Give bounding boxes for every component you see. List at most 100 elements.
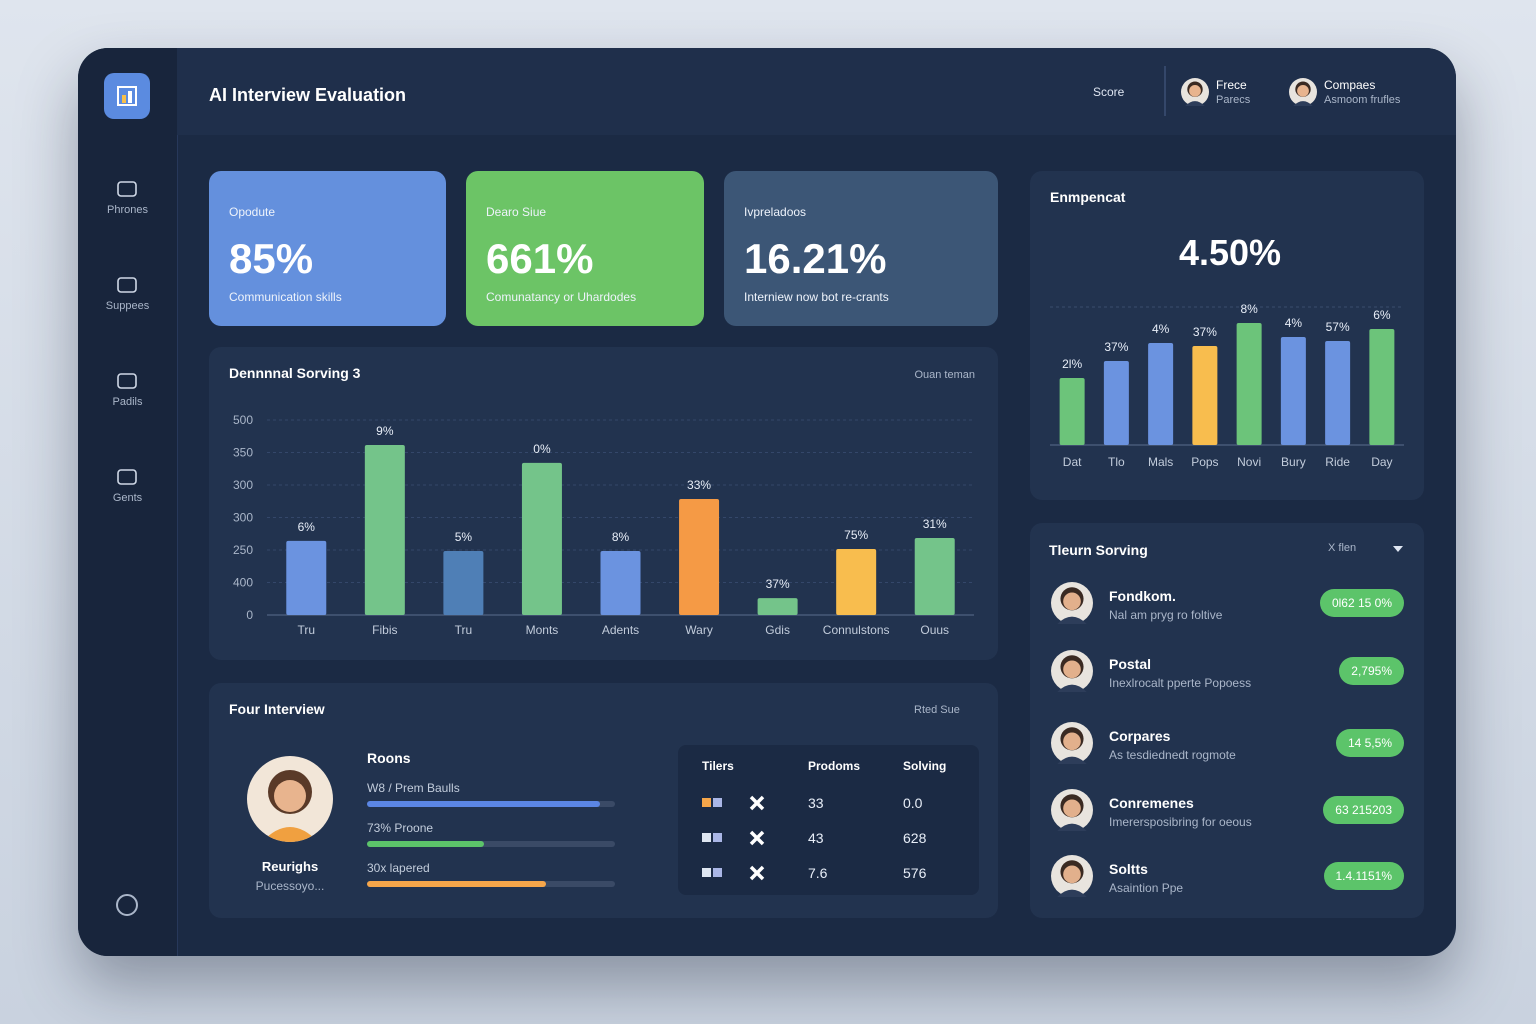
bar-label: 4% [1285, 316, 1303, 330]
skill-label: 73% Proone [367, 821, 434, 835]
x-tick-label: Pops [1191, 455, 1218, 469]
kpi-card: Dearo Siue 661% Comunatancy or Uhardodes [466, 171, 704, 326]
bar [1192, 346, 1218, 445]
x-tick-label: Mals [1148, 455, 1173, 469]
y-tick-label: 0 [246, 608, 253, 622]
settings-icon[interactable] [112, 890, 142, 920]
kpi-value: 85% [229, 235, 314, 282]
card-title: Four Interview [229, 701, 325, 717]
bar-label: 6% [1373, 308, 1391, 322]
bar [364, 445, 405, 615]
logo-icon [117, 86, 137, 106]
results-table: Tilers Prodoms Solving 33 0.0 43 628 7.6 576 [678, 745, 979, 895]
card-action[interactable]: Rted Sue [914, 704, 960, 716]
avatar [1289, 78, 1317, 106]
face [1297, 85, 1309, 97]
member-name: Postal [1109, 656, 1152, 672]
shoulders [1293, 101, 1313, 106]
y-tick-label: 300 [233, 511, 253, 525]
table-cell: 576 [903, 865, 927, 881]
x-tick-label: Fibis [372, 623, 397, 637]
bar-label: 37% [1104, 340, 1128, 354]
table-cell: 7.6 [808, 865, 828, 881]
kpi-card: Opodute 85% Communication skills [209, 171, 446, 326]
bar [286, 540, 327, 615]
member-role: As tesdiednedt rogmote [1109, 748, 1236, 762]
score-badge: 1.4.1151% [1323, 862, 1404, 890]
icon-x [749, 830, 765, 846]
table-cell: 33 [808, 795, 824, 811]
side-chart-card: Enmpencat 4.50% 2l% Dat 37% Tlo 4% Mals 37% Pop… [1030, 171, 1424, 500]
nav-icon[interactable] [112, 464, 142, 490]
icon-x [749, 795, 765, 811]
logo [104, 73, 150, 119]
member-name: Corpares [1109, 728, 1171, 744]
nav-icon[interactable] [112, 368, 142, 394]
table-header: Solving [903, 759, 947, 773]
face [1063, 799, 1081, 818]
x-tick-label: Day [1371, 455, 1392, 469]
bar [1148, 343, 1174, 445]
bar [1059, 378, 1085, 445]
main-chart-card: Dennnnal Sorving 3 Ouan teman 0 400 250 300… [209, 347, 998, 660]
nav-icon[interactable] [112, 176, 142, 202]
shoulders [1057, 823, 1087, 831]
skills-title: Roons [367, 750, 411, 766]
user-name: Compaes [1324, 78, 1376, 92]
progress-track [367, 881, 615, 887]
bar-label: 33% [687, 478, 711, 492]
score-badge: 0l62 15 0% [1319, 589, 1404, 617]
score-button[interactable]: Score [1093, 85, 1125, 99]
bar [836, 549, 877, 615]
x-tick-label: Adents [602, 623, 639, 637]
progress-bar [367, 841, 484, 847]
nav-icon[interactable] [112, 272, 142, 298]
table-cell: 43 [808, 830, 824, 846]
bar-label: 0% [533, 442, 551, 456]
x-tick-label: Wary [685, 623, 713, 637]
bar-label: 5% [455, 530, 473, 544]
x-tick-label: Ride [1325, 455, 1350, 469]
nav-label[interactable]: Gents [112, 492, 143, 504]
card-action[interactable]: X flen [1328, 542, 1357, 554]
member-name: Fondkom. [1109, 588, 1176, 604]
shoulders [1185, 101, 1205, 106]
candidate-role: Pucessoyo... [255, 879, 325, 893]
bar-label: 9% [376, 424, 394, 438]
avatar [1051, 855, 1093, 897]
icon-x [749, 865, 765, 881]
shoulders [1057, 616, 1087, 624]
candidate-photo [247, 756, 333, 842]
icon-square [713, 798, 722, 807]
x-tick-label: Tlo [1108, 455, 1125, 469]
nav-label[interactable]: Phrones [107, 204, 148, 216]
x-tick-label: Novi [1237, 455, 1261, 469]
side-chart: Enmpencat 4.50% 2l% Dat 37% Tlo 4% Mals 37% Pop… [1050, 189, 1404, 469]
bar [914, 537, 955, 615]
icon-square [702, 798, 711, 807]
header: AI Interview Evaluation Score Frece Parec… [177, 48, 1456, 135]
nav-label[interactable]: Suppees [105, 300, 150, 312]
main-chart: Dennnnal Sorving 3 Ouan teman 0 400 250 300… [229, 365, 975, 637]
kpi-caption: Communication skills [229, 290, 342, 304]
row-icons [702, 830, 765, 846]
x-tick-label: Tru [297, 623, 315, 637]
icon-square [702, 868, 711, 877]
nav-label[interactable]: Padils [112, 396, 143, 408]
row-icons [702, 795, 765, 811]
bar [1325, 341, 1351, 445]
dropdown-icon[interactable] [1392, 544, 1404, 554]
team-card: Tleurn Sorving X flen Fondkom. Nal am pry… [1030, 523, 1424, 918]
face [1063, 660, 1081, 679]
progress-track [367, 841, 615, 847]
shoulders [1057, 756, 1087, 764]
divider [1164, 66, 1166, 116]
bar [679, 498, 720, 615]
user-role: Parecs [1216, 94, 1251, 106]
icon-shape [117, 277, 137, 293]
avatar [1181, 78, 1209, 106]
icon-shape [117, 373, 137, 389]
table-header: Prodoms [808, 759, 861, 773]
candidate-name: Reurighs [261, 859, 319, 874]
